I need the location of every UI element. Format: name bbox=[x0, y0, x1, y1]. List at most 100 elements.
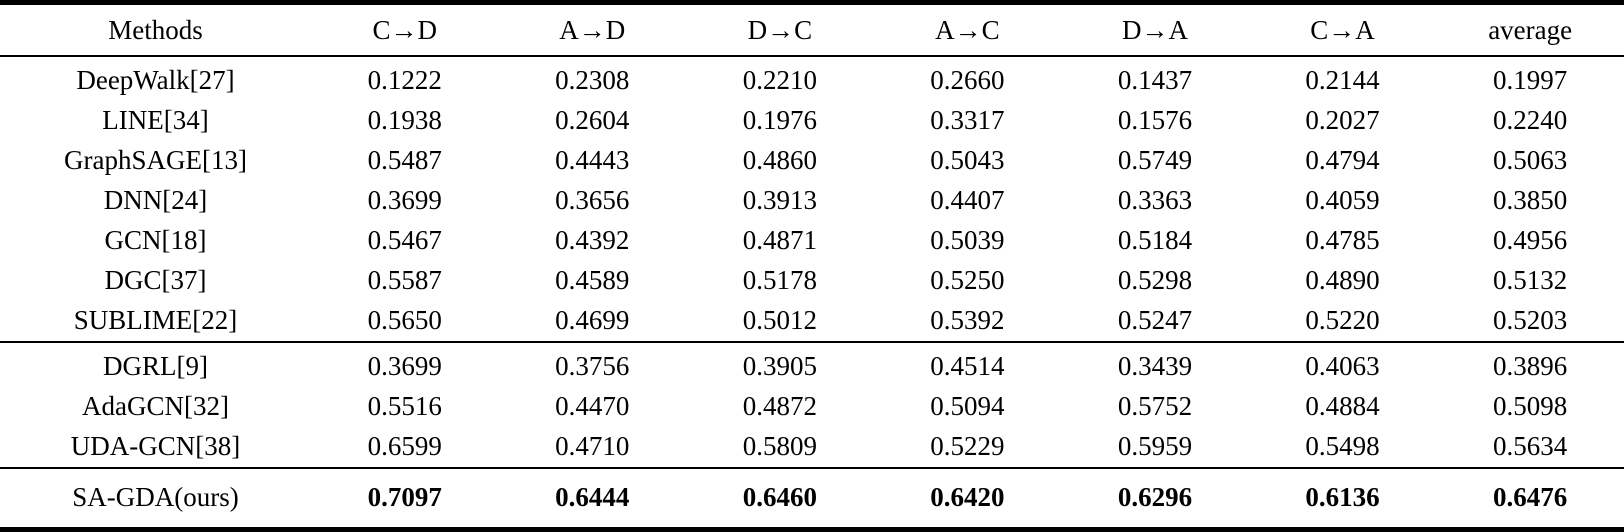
value-cell: 0.4785 bbox=[1305, 225, 1380, 255]
value-cell: 0.4890 bbox=[1305, 265, 1380, 295]
method-name-cell: DeepWalk[27] bbox=[76, 65, 235, 95]
value-cell: 0.2027 bbox=[1305, 105, 1380, 135]
value-cell: 0.4884 bbox=[1305, 391, 1380, 421]
table-row: SA-GDA(ours) 0.7097 0.6444 0.6460 0.6420 0.62… bbox=[0, 468, 1624, 530]
value-cell: 0.4063 bbox=[1305, 351, 1380, 381]
value-cell: 0.2308 bbox=[555, 65, 630, 95]
value-cell: 0.3656 bbox=[555, 185, 630, 215]
table-row: AdaGCN[32] 0.5516 0.4470 0.4872 0.5094 0.5752… bbox=[0, 387, 1624, 427]
value-cell: 0.5487 bbox=[367, 145, 442, 175]
value-cell: 0.5634 bbox=[1493, 431, 1568, 461]
value-cell: 0.1576 bbox=[1117, 105, 1193, 135]
value-cell: 0.5012 bbox=[742, 305, 817, 335]
value-cell: 0.4710 bbox=[555, 431, 630, 461]
value-cell: 0.4470 bbox=[555, 391, 630, 421]
value-cell: 0.5220 bbox=[1305, 305, 1380, 335]
method-name-cell: UDA-GCN[38] bbox=[70, 431, 241, 461]
value-cell: 0.6599 bbox=[367, 431, 442, 461]
value-cell: 0.4860 bbox=[742, 145, 817, 175]
method-name-cell: DNN[24] bbox=[103, 185, 208, 215]
value-cell: 0.5959 bbox=[1117, 431, 1193, 461]
method-name-cell: GraphSAGE[13] bbox=[63, 145, 247, 175]
value-cell: 0.5650 bbox=[367, 305, 442, 335]
value-cell: 0.1222 bbox=[367, 65, 442, 95]
value-cell: 0.3756 bbox=[555, 351, 630, 381]
value-cell: 0.4514 bbox=[930, 351, 1005, 381]
table-header: Methods C→D A→D D→C A→C D→A C→A average bbox=[0, 2, 1624, 56]
table-row: DeepWalk[27] 0.1222 0.2308 0.2210 0.2660 0.14… bbox=[0, 56, 1624, 101]
value-cell: 0.6460 bbox=[742, 482, 817, 512]
value-cell: 0.4871 bbox=[742, 225, 817, 255]
header-row: Methods C→D A→D D→C A→C D→A C→A average bbox=[0, 2, 1624, 56]
value-cell: 0.2660 bbox=[930, 65, 1005, 95]
value-cell: 0.5392 bbox=[930, 305, 1005, 335]
value-cell: 0.2604 bbox=[555, 105, 630, 135]
value-cell: 0.1938 bbox=[367, 105, 442, 135]
table-row: LINE[34] 0.1938 0.2604 0.1976 0.3317 0.1576 0.… bbox=[0, 101, 1624, 141]
table-row: GraphSAGE[13] 0.5487 0.4443 0.4860 0.5043 0.5… bbox=[0, 141, 1624, 181]
table-row: GCN[18] 0.5467 0.4392 0.4871 0.5039 0.5184 0.4… bbox=[0, 221, 1624, 261]
method-name-cell: DGC[37] bbox=[104, 265, 207, 295]
value-cell: 0.5043 bbox=[930, 145, 1005, 175]
table-row: DNN[24] 0.3699 0.3656 0.3913 0.4407 0.3363 0.4… bbox=[0, 181, 1624, 221]
value-cell: 0.5229 bbox=[930, 431, 1005, 461]
column-header: C→A bbox=[1310, 15, 1375, 45]
value-cell: 0.5587 bbox=[367, 265, 442, 295]
table-row: SUBLIME[22] 0.5650 0.4699 0.5012 0.5392 0.524… bbox=[0, 301, 1624, 342]
value-cell: 0.4794 bbox=[1305, 145, 1380, 175]
value-cell: 0.5184 bbox=[1117, 225, 1193, 255]
value-cell: 0.1437 bbox=[1117, 65, 1193, 95]
value-cell: 0.6444 bbox=[555, 482, 630, 512]
value-cell: 0.5039 bbox=[930, 225, 1005, 255]
value-cell: 0.3363 bbox=[1117, 185, 1193, 215]
value-cell: 0.6476 bbox=[1493, 482, 1568, 512]
value-cell: 0.6136 bbox=[1305, 482, 1380, 512]
value-cell: 0.5203 bbox=[1493, 305, 1568, 335]
value-cell: 0.1997 bbox=[1493, 65, 1568, 95]
value-cell: 0.5098 bbox=[1493, 391, 1568, 421]
method-name-cell: GCN[18] bbox=[104, 225, 207, 255]
value-cell: 0.3850 bbox=[1493, 185, 1568, 215]
value-cell: 0.5749 bbox=[1117, 145, 1193, 175]
value-cell: 0.5809 bbox=[742, 431, 817, 461]
value-cell: 0.5298 bbox=[1117, 265, 1193, 295]
value-cell: 0.4407 bbox=[930, 185, 1005, 215]
value-cell: 0.3439 bbox=[1117, 351, 1193, 381]
column-header: A→C bbox=[935, 15, 1000, 45]
value-cell: 0.3317 bbox=[930, 105, 1005, 135]
value-cell: 0.1976 bbox=[742, 105, 817, 135]
value-cell: 0.5752 bbox=[1117, 391, 1193, 421]
value-cell: 0.4872 bbox=[742, 391, 817, 421]
value-cell: 0.4699 bbox=[555, 305, 630, 335]
value-cell: 0.6420 bbox=[930, 482, 1005, 512]
value-cell: 0.5063 bbox=[1493, 145, 1568, 175]
table-group-baselines: DeepWalk[27] 0.1222 0.2308 0.2210 0.2660 0.14… bbox=[0, 56, 1624, 342]
method-name-cell: LINE[34] bbox=[102, 105, 209, 135]
value-cell: 0.3699 bbox=[367, 185, 442, 215]
column-header: C→D bbox=[372, 15, 437, 45]
value-cell: 0.4589 bbox=[555, 265, 630, 295]
column-header-methods: Methods bbox=[108, 15, 203, 45]
value-cell: 0.4443 bbox=[555, 145, 630, 175]
value-cell: 0.4392 bbox=[555, 225, 630, 255]
column-header: D→C bbox=[747, 15, 813, 45]
value-cell: 0.2144 bbox=[1305, 65, 1380, 95]
value-cell: 0.7097 bbox=[367, 482, 442, 512]
table-row: DGRL[9] 0.3699 0.3756 0.3905 0.4514 0.3439 0.4… bbox=[0, 342, 1624, 387]
value-cell: 0.5178 bbox=[742, 265, 817, 295]
value-cell: 0.5247 bbox=[1117, 305, 1193, 335]
column-header: A→D bbox=[559, 15, 626, 45]
value-cell: 0.3699 bbox=[367, 351, 442, 381]
method-name-cell: AdaGCN[32] bbox=[81, 391, 229, 421]
method-name-cell: SA-GDA(ours) bbox=[72, 482, 239, 512]
value-cell: 0.5498 bbox=[1305, 431, 1380, 461]
table-group-ours: SA-GDA(ours) 0.7097 0.6444 0.6460 0.6420 0.62… bbox=[0, 468, 1624, 530]
column-header: D→A bbox=[1121, 15, 1188, 45]
value-cell: 0.5094 bbox=[930, 391, 1005, 421]
table-group-da: DGRL[9] 0.3699 0.3756 0.3905 0.4514 0.3439 0.4… bbox=[0, 342, 1624, 468]
value-cell: 0.2240 bbox=[1493, 105, 1568, 135]
table-row: UDA-GCN[38] 0.6599 0.4710 0.5809 0.5229 0.595… bbox=[0, 427, 1624, 468]
method-name-cell: SUBLIME[22] bbox=[73, 305, 238, 335]
